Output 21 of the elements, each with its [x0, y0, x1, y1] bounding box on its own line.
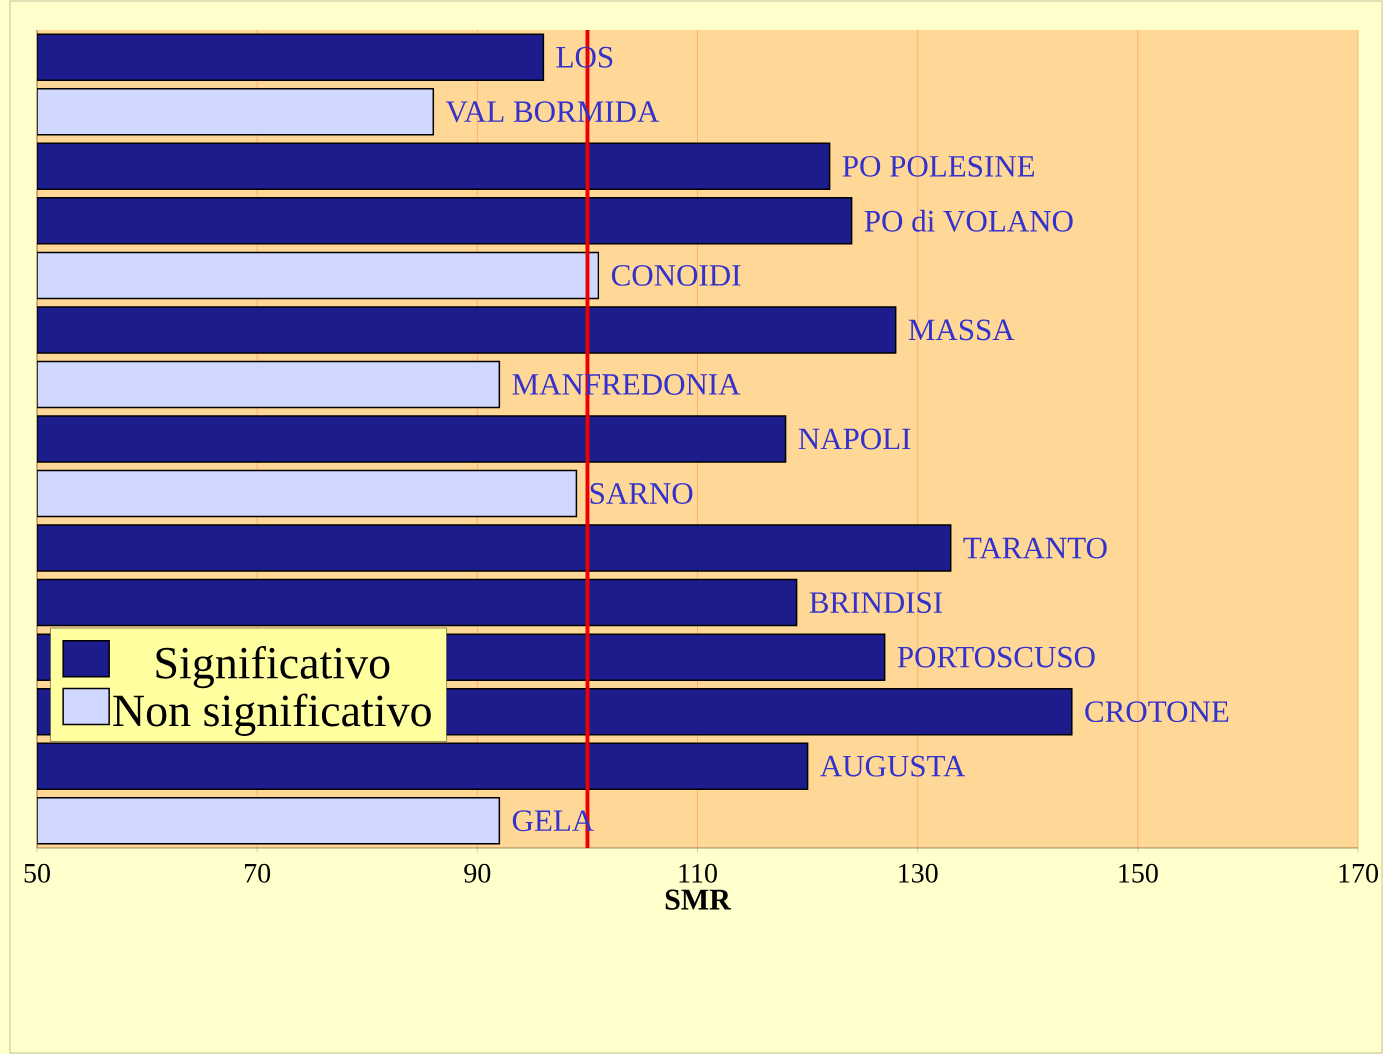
y-tick-label: PO di VOLANO — [864, 209, 1073, 232]
y-tick-label: AUGUSTA — [820, 755, 966, 777]
y-tick-label: PORTOSCUSO — [897, 646, 1095, 668]
legend-label: Significativo — [156, 645, 390, 689]
y-tick-label: BRINDISI — [809, 592, 943, 614]
x-tick-label: 110 — [679, 863, 717, 883]
x-axis-title: SMR — [665, 889, 732, 910]
x-tick-label: 90 — [464, 863, 491, 883]
y-tick-label: MASSA — [908, 319, 1015, 341]
x-tick-label: 130 — [899, 863, 938, 883]
legend-label: Non significativo — [113, 693, 431, 736]
y-tick-label: CONOIDI — [611, 264, 741, 286]
x-tick-label: 50 — [24, 863, 50, 883]
x-tick-label: 70 — [245, 863, 271, 883]
x-tick-label: 170 — [1339, 863, 1378, 883]
y-tick-label: CROTONE — [1085, 701, 1229, 723]
y-tick-label: NAPOLI — [798, 428, 911, 450]
x-tick-label: 150 — [1119, 863, 1158, 883]
y-tick-label: TARANTO — [963, 537, 1107, 559]
y-tick-label: PO POLESINE — [842, 155, 1035, 177]
y-tick-label: SARNO — [590, 483, 693, 504]
